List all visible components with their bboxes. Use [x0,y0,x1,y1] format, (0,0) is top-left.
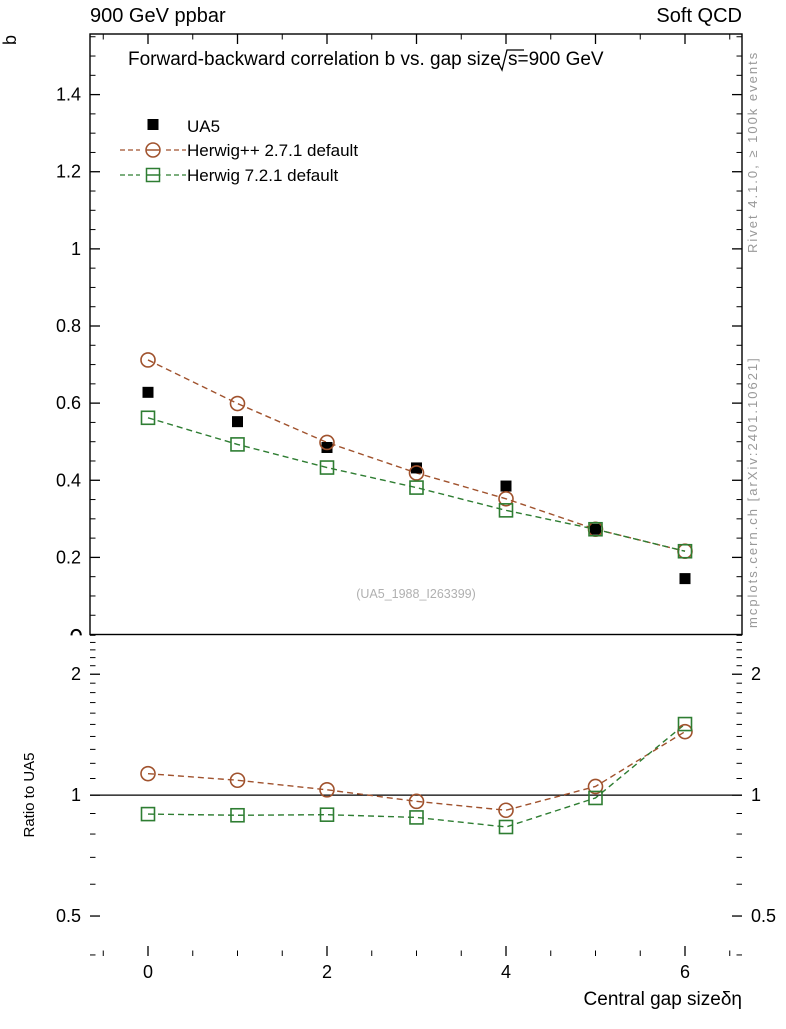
svg-text:Central gap sizeδη: Central gap sizeδη [584,989,742,1010]
svg-text:2: 2 [322,962,332,982]
svg-text:1.2: 1.2 [56,162,81,182]
svg-text:1: 1 [71,785,81,805]
svg-text:Herwig 7.2.1 default: Herwig 7.2.1 default [187,166,338,185]
svg-text:0.6: 0.6 [56,393,81,413]
svg-text:0.2: 0.2 [56,547,81,567]
svg-text:0.4: 0.4 [56,470,81,490]
svg-text:mcplots.cern.ch [arXiv:2401.10: mcplots.cern.ch [arXiv:2401.10621] [745,356,760,628]
svg-text:1: 1 [71,239,81,259]
svg-text:1: 1 [751,785,761,805]
svg-text:2: 2 [751,664,761,684]
svg-text:b: b [0,35,20,45]
svg-text:900 GeV ppbar: 900 GeV ppbar [90,5,226,27]
svg-text:Rivet 4.1.0, ≥ 100k events: Rivet 4.1.0, ≥ 100k events [745,51,760,253]
svg-text:0.5: 0.5 [751,906,776,926]
svg-text:Herwig++ 2.7.1 default: Herwig++ 2.7.1 default [187,141,358,160]
svg-text:s=900 GeV: s=900 GeV [508,49,604,70]
svg-text:1.4: 1.4 [56,85,81,105]
svg-text:Forward-backward correlation b: Forward-backward correlation b vs. gap s… [128,49,501,70]
svg-text:6: 6 [680,962,690,982]
svg-text:2: 2 [71,664,81,684]
svg-text:4: 4 [501,962,511,982]
svg-text:0.8: 0.8 [56,316,81,336]
svg-text:Ratio to UA5: Ratio to UA5 [21,752,38,837]
svg-text:Soft QCD: Soft QCD [656,5,742,27]
svg-text:0.5: 0.5 [56,906,81,926]
svg-text:0: 0 [143,962,153,982]
svg-text:UA5: UA5 [187,117,220,136]
svg-text:(UA5_1988_I263399): (UA5_1988_I263399) [356,587,476,601]
